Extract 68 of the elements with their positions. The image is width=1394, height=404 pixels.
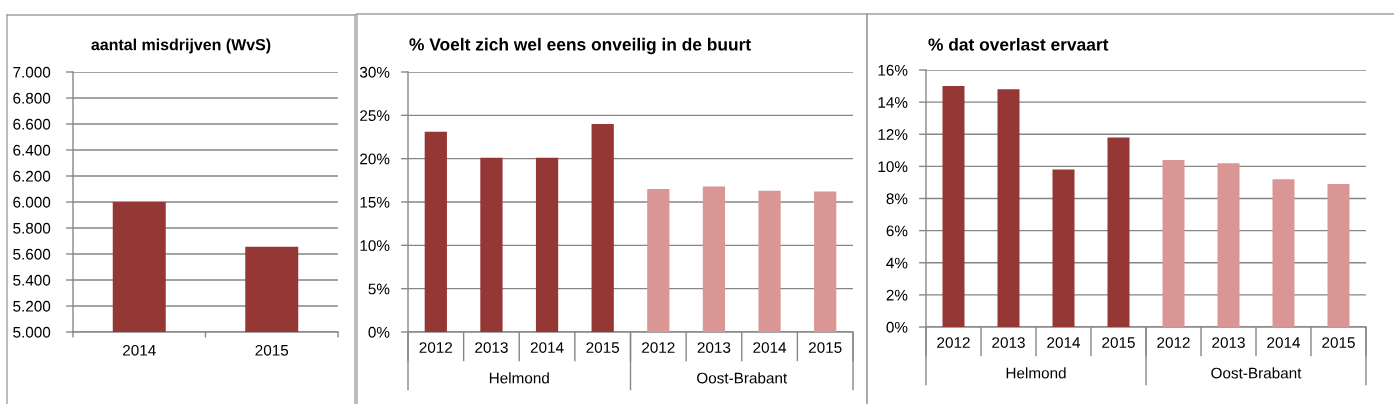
y-tick-label: 6.000 <box>13 196 51 208</box>
bar <box>1327 184 1350 327</box>
y-tick-label: 6% <box>886 225 908 237</box>
text: Helmond <box>489 372 549 384</box>
x-tick-label: 2015 <box>586 342 620 353</box>
chart-title: aantal misdrijven (WvS) <box>91 38 271 54</box>
x-tick-label: 2012 <box>937 337 970 348</box>
bar <box>702 186 726 332</box>
y-tick-label: 5.200 <box>13 300 51 312</box>
text: Oost-Brabant <box>697 372 788 384</box>
bar <box>1217 163 1240 327</box>
x-tick-label: 2014 <box>1047 337 1081 348</box>
y-tick-label: 15% <box>360 196 390 208</box>
y-tick-label: 8% <box>886 193 908 205</box>
x-tick-label: 2014 <box>123 344 156 356</box>
chart-title: % Voelt zich wel eens onveilig in de buurt <box>409 37 751 55</box>
bar <box>942 86 965 327</box>
y-tick-label: 6.400 <box>13 144 51 156</box>
bar <box>1162 159 1185 327</box>
x-tick-label: 2015 <box>1322 337 1355 348</box>
bar <box>535 157 559 332</box>
y-tick-label: 5.000 <box>13 326 51 338</box>
y-tick-label: 5.400 <box>13 274 51 286</box>
x-tick-label: 2014 <box>1267 337 1301 348</box>
bar <box>591 124 614 332</box>
y-tick-label: 4% <box>886 257 908 269</box>
text: Oost-Brabant <box>1211 367 1302 379</box>
x-tick-label: 2012 <box>1157 337 1190 348</box>
bar <box>758 190 781 332</box>
y-tick-label: 10% <box>360 240 390 252</box>
y-tick-label: 2% <box>886 289 908 301</box>
bar <box>647 189 670 332</box>
bar <box>997 89 1020 327</box>
y-tick-label: 10% <box>878 161 908 173</box>
y-tick-label: 30% <box>359 66 390 78</box>
y-tick-label: 0% <box>368 326 390 338</box>
x-tick-label: 2015 <box>808 342 842 353</box>
y-tick-label: 20% <box>360 153 390 165</box>
x-tick-label: 2015 <box>1102 337 1135 348</box>
y-tick-label: 0% <box>886 321 908 333</box>
x-tick-label: 2012 <box>642 342 675 353</box>
y-tick-label: 12% <box>878 129 908 140</box>
bar <box>1107 137 1130 327</box>
bar <box>1052 169 1075 327</box>
x-tick-label: 2013 <box>697 342 731 353</box>
y-tick-label: 14% <box>878 97 908 108</box>
y-tick-label: 5.600 <box>13 248 51 260</box>
x-tick-label: 2013 <box>475 342 508 353</box>
y-tick-label: 16% <box>878 64 908 76</box>
y-tick-label: 6.600 <box>13 118 51 130</box>
bar <box>814 191 837 332</box>
x-tick-label: 2013 <box>1212 337 1245 348</box>
bar <box>424 131 447 332</box>
y-tick-label: 6.200 <box>13 170 51 182</box>
y-tick-label: 5% <box>368 283 390 295</box>
y-tick-label: 5.800 <box>13 222 51 234</box>
bar <box>480 157 503 332</box>
y-tick-label: 7.000 <box>13 66 51 78</box>
x-tick-label: 2014 <box>530 342 564 353</box>
x-tick-label: 2013 <box>992 337 1025 348</box>
y-tick-label: 6.800 <box>13 92 51 104</box>
bar <box>1272 179 1295 327</box>
chart-title: % dat overlast ervaart <box>928 37 1109 51</box>
y-tick-label: 25% <box>360 110 390 122</box>
x-tick-label: 2012 <box>419 342 453 353</box>
x-tick-label: 2015 <box>255 344 289 356</box>
text: Helmond <box>1006 367 1066 379</box>
x-tick-label: 2014 <box>753 342 787 353</box>
